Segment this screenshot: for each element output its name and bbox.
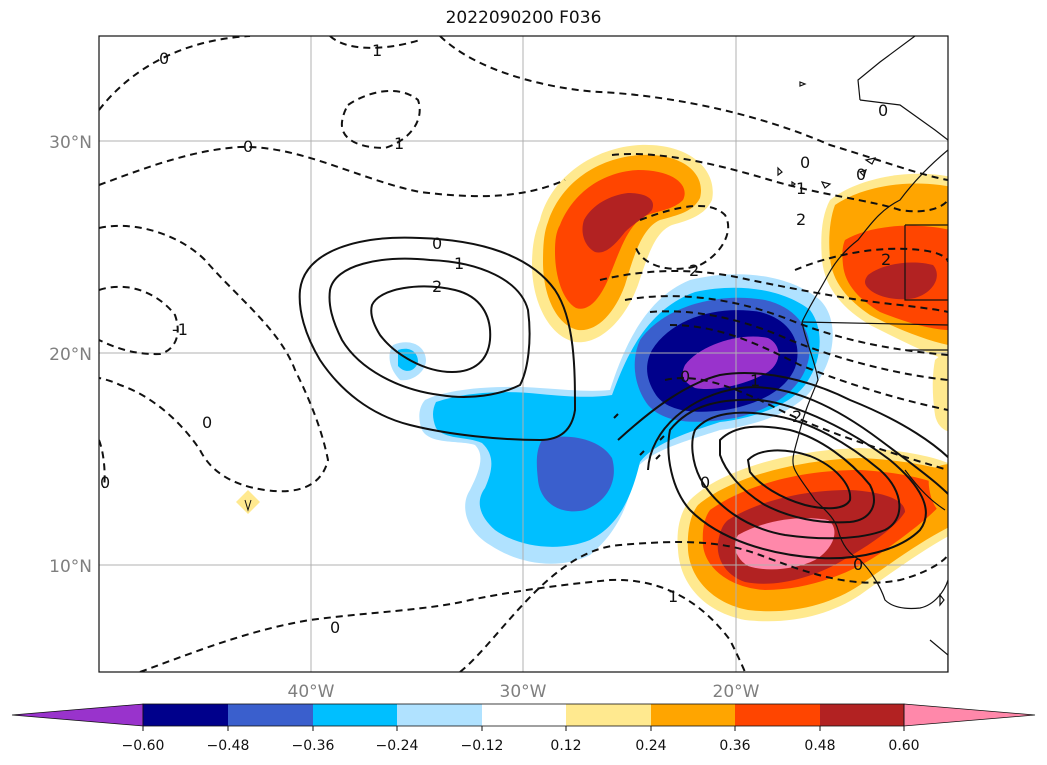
contour-label: 0 — [853, 555, 863, 574]
contour-label: 2 — [792, 407, 802, 426]
colorbar-tick-label: 0.12 — [550, 738, 581, 754]
colorbar: −0.60 −0.48 −0.36 −0.24 −0.12 0.12 0.24 … — [11, 703, 1036, 754]
contour-label: 0 — [432, 234, 442, 253]
contour-label: 1 — [372, 41, 382, 60]
colorbar-extend-left — [11, 703, 144, 727]
positive-anomaly-north — [532, 144, 713, 343]
contour-label: 2 — [881, 250, 891, 269]
contour-label: 0 — [800, 153, 810, 172]
dashed-contours — [99, 36, 948, 672]
colorbar-extend-right — [903, 703, 1036, 727]
contour-label: 0 — [680, 367, 690, 386]
colorbar-segment — [482, 704, 566, 726]
coastlines — [777, 36, 948, 672]
contour-labels: 0 1 0 1 0 1 2 -1 0 0 1 2 2 2 1 2 0 0 1 0… — [100, 41, 891, 637]
colorbar-segment — [313, 704, 397, 726]
graticule — [99, 36, 948, 672]
colorbar-segment — [143, 704, 228, 726]
contour-label: 0 — [159, 49, 169, 68]
colorbar-segment — [228, 704, 313, 726]
map-layers: 0 1 0 1 0 1 2 -1 0 0 1 2 2 2 1 2 0 0 1 0… — [99, 36, 948, 672]
contour-label: 1 — [454, 254, 464, 273]
lon-label-20w: 20°W — [713, 682, 760, 702]
lat-label-20n: 20°N — [49, 345, 92, 365]
contour-label: 0 — [100, 473, 110, 492]
colorbar-segment — [735, 704, 820, 726]
solid-contours — [298, 236, 948, 560]
lon-label-40w: 40°W — [288, 682, 335, 702]
contour-label: 2 — [796, 210, 806, 229]
contour-label: 2 — [432, 277, 442, 296]
colorbar-tick-label: 0.24 — [635, 738, 666, 754]
map-title: 2022090200 F036 — [445, 8, 602, 28]
contour-label: 1 — [668, 587, 678, 606]
colorbar-segment — [397, 704, 482, 726]
contour-label: 0 — [202, 413, 212, 432]
contour-label: 0 — [878, 101, 888, 120]
lon-label-30w: 30°W — [500, 682, 547, 702]
contour-label: 2 — [689, 261, 699, 280]
contour-label: 1 — [796, 179, 806, 198]
colorbar-tick-label: 0.36 — [719, 738, 750, 754]
colorbar-tick-label: 0.60 — [888, 738, 919, 754]
colorbar-segment — [651, 704, 735, 726]
colorbar-tick-label: −0.36 — [292, 738, 335, 754]
colorbar-tick-label: −0.12 — [461, 738, 504, 754]
small-anomaly-patch — [236, 490, 260, 514]
contour-label: 1 — [750, 371, 760, 390]
colorbar-tick-label: −0.24 — [376, 738, 419, 754]
contour-label: 0 — [243, 137, 253, 156]
map-frame — [98, 35, 949, 673]
colorbar-tick-label: −0.60 — [122, 738, 165, 754]
contour-label: 0 — [856, 165, 866, 184]
contour-label: -1 — [172, 320, 188, 339]
contour-label: 1 — [394, 134, 404, 153]
lat-label-30n: 30°N — [49, 133, 92, 153]
colorbar-segment — [566, 704, 651, 726]
positive-anomaly-east — [821, 173, 948, 432]
colorbar-segment — [820, 704, 904, 726]
colorbar-tick-label: −0.48 — [207, 738, 250, 754]
contour-label: 0 — [700, 473, 710, 492]
colorbar-tick-label: 0.48 — [804, 738, 835, 754]
contour-label: 0 — [330, 618, 340, 637]
lat-label-10n: 10°N — [49, 557, 92, 577]
